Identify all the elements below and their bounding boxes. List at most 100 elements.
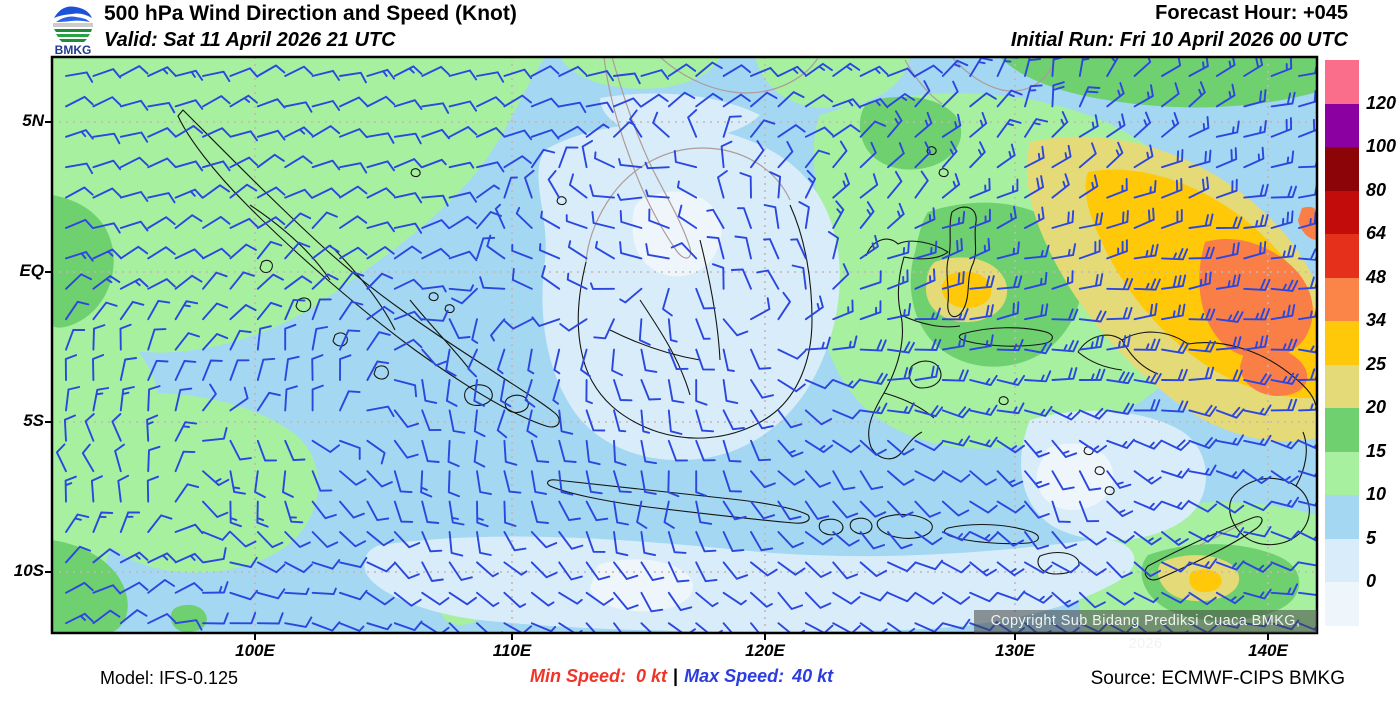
wind-barb bbox=[256, 98, 286, 109]
wind-barb bbox=[473, 379, 485, 407]
wind-barb bbox=[887, 591, 916, 603]
lon-tick bbox=[1267, 633, 1269, 640]
wind-barb bbox=[914, 591, 943, 605]
wind-barb bbox=[914, 307, 941, 321]
wind-barb bbox=[722, 531, 745, 552]
wind-barb bbox=[393, 379, 418, 398]
wind-barb bbox=[1133, 500, 1163, 511]
wind-barb bbox=[256, 273, 284, 290]
wind-barb bbox=[750, 470, 776, 489]
wind-barb bbox=[941, 435, 971, 447]
wind-barb bbox=[92, 548, 121, 564]
wind-barb bbox=[832, 200, 845, 229]
wind-barb bbox=[311, 439, 341, 453]
wind-barb bbox=[558, 439, 577, 463]
wind-barb bbox=[421, 348, 448, 367]
wind-barb bbox=[941, 591, 971, 605]
wind-barb bbox=[1024, 561, 1053, 574]
wind-barb bbox=[147, 299, 171, 321]
coastline bbox=[908, 360, 942, 389]
wind-barb bbox=[503, 155, 532, 169]
wind-barb bbox=[941, 173, 961, 199]
wind-barb bbox=[1024, 370, 1052, 383]
wind-barb bbox=[311, 531, 339, 548]
wind-barb bbox=[256, 612, 284, 625]
wind-barb bbox=[613, 379, 633, 402]
wind-barb bbox=[421, 247, 450, 260]
wind-barb bbox=[832, 561, 859, 580]
wind-barb bbox=[1024, 531, 1050, 550]
wind-barb bbox=[530, 97, 560, 108]
wind-barb bbox=[914, 470, 944, 482]
wind-barb bbox=[393, 222, 423, 234]
wind-barb bbox=[1106, 210, 1129, 229]
wind-barb bbox=[804, 500, 830, 520]
wind-barb bbox=[594, 151, 615, 169]
wind-barb bbox=[1024, 303, 1049, 321]
wind-barb bbox=[421, 219, 450, 230]
wind-barb bbox=[739, 172, 752, 199]
wind-barb bbox=[256, 186, 286, 199]
lat-axis-label: 5S bbox=[23, 411, 44, 430]
wind-barb bbox=[859, 561, 888, 578]
wind-barb bbox=[640, 561, 665, 582]
wind-barb bbox=[804, 126, 834, 138]
wind-barb bbox=[503, 500, 517, 527]
wind-barb bbox=[65, 95, 94, 108]
wind-barb bbox=[722, 470, 743, 493]
foreign-coastline bbox=[603, 57, 692, 259]
lon-tick bbox=[511, 633, 513, 640]
wind-barb bbox=[941, 470, 971, 483]
wind-barb bbox=[445, 379, 458, 407]
coastline bbox=[1144, 516, 1263, 581]
wind-barb bbox=[229, 130, 258, 142]
wind-barb bbox=[147, 552, 176, 564]
wind-barb bbox=[613, 500, 629, 526]
coastline bbox=[332, 332, 348, 347]
colorbar-swatch bbox=[1325, 364, 1359, 408]
wind-barb bbox=[1188, 246, 1215, 260]
wind-barb bbox=[202, 271, 228, 290]
wind-barb bbox=[695, 318, 711, 340]
wind-barb bbox=[1133, 591, 1159, 604]
wind-barb bbox=[914, 240, 938, 260]
wind-barb bbox=[448, 318, 471, 340]
wind-barb bbox=[476, 161, 505, 173]
source-label: Source: ECMWF-CIPS BMKG bbox=[1090, 668, 1345, 689]
wind-barb bbox=[1133, 57, 1152, 77]
wind-barb bbox=[914, 559, 944, 571]
wind-barb bbox=[421, 439, 440, 463]
wind-barb bbox=[1024, 244, 1050, 260]
colorbar-label: 34 bbox=[1366, 310, 1387, 330]
wind-barb bbox=[1024, 84, 1043, 108]
colorbar-swatch bbox=[1325, 538, 1359, 582]
wind-barb bbox=[448, 126, 478, 138]
wind-barb bbox=[339, 390, 361, 412]
wind-barb bbox=[530, 65, 560, 77]
colorbar-swatch bbox=[1325, 60, 1359, 104]
wind-barb bbox=[92, 222, 121, 234]
wind-barb bbox=[65, 545, 92, 564]
colorbar-label: 100 bbox=[1366, 136, 1397, 156]
wind-barb bbox=[1133, 399, 1161, 412]
wind-barb bbox=[1078, 591, 1106, 609]
wind-barb bbox=[451, 287, 478, 305]
lat-tick bbox=[45, 121, 52, 123]
wind-barb bbox=[526, 409, 538, 438]
colorbar-swatch bbox=[1325, 495, 1359, 539]
wind-barb bbox=[1243, 89, 1267, 108]
wind-barb bbox=[81, 443, 95, 473]
wind-barb bbox=[832, 439, 861, 454]
valid-time-label: Valid: Sat 11 April 2026 21 UTC bbox=[104, 29, 396, 51]
wind-barb bbox=[914, 111, 933, 138]
wind-barb bbox=[229, 386, 249, 412]
wind-barb bbox=[476, 500, 489, 528]
wind-barb bbox=[832, 409, 861, 420]
wind-barb bbox=[804, 62, 833, 77]
wind-barb bbox=[804, 379, 834, 390]
wind-barb bbox=[640, 409, 651, 434]
wind-barb bbox=[256, 129, 286, 141]
wind-barb bbox=[202, 302, 229, 321]
wind-barb bbox=[1243, 470, 1272, 485]
wind-barb bbox=[667, 379, 685, 404]
